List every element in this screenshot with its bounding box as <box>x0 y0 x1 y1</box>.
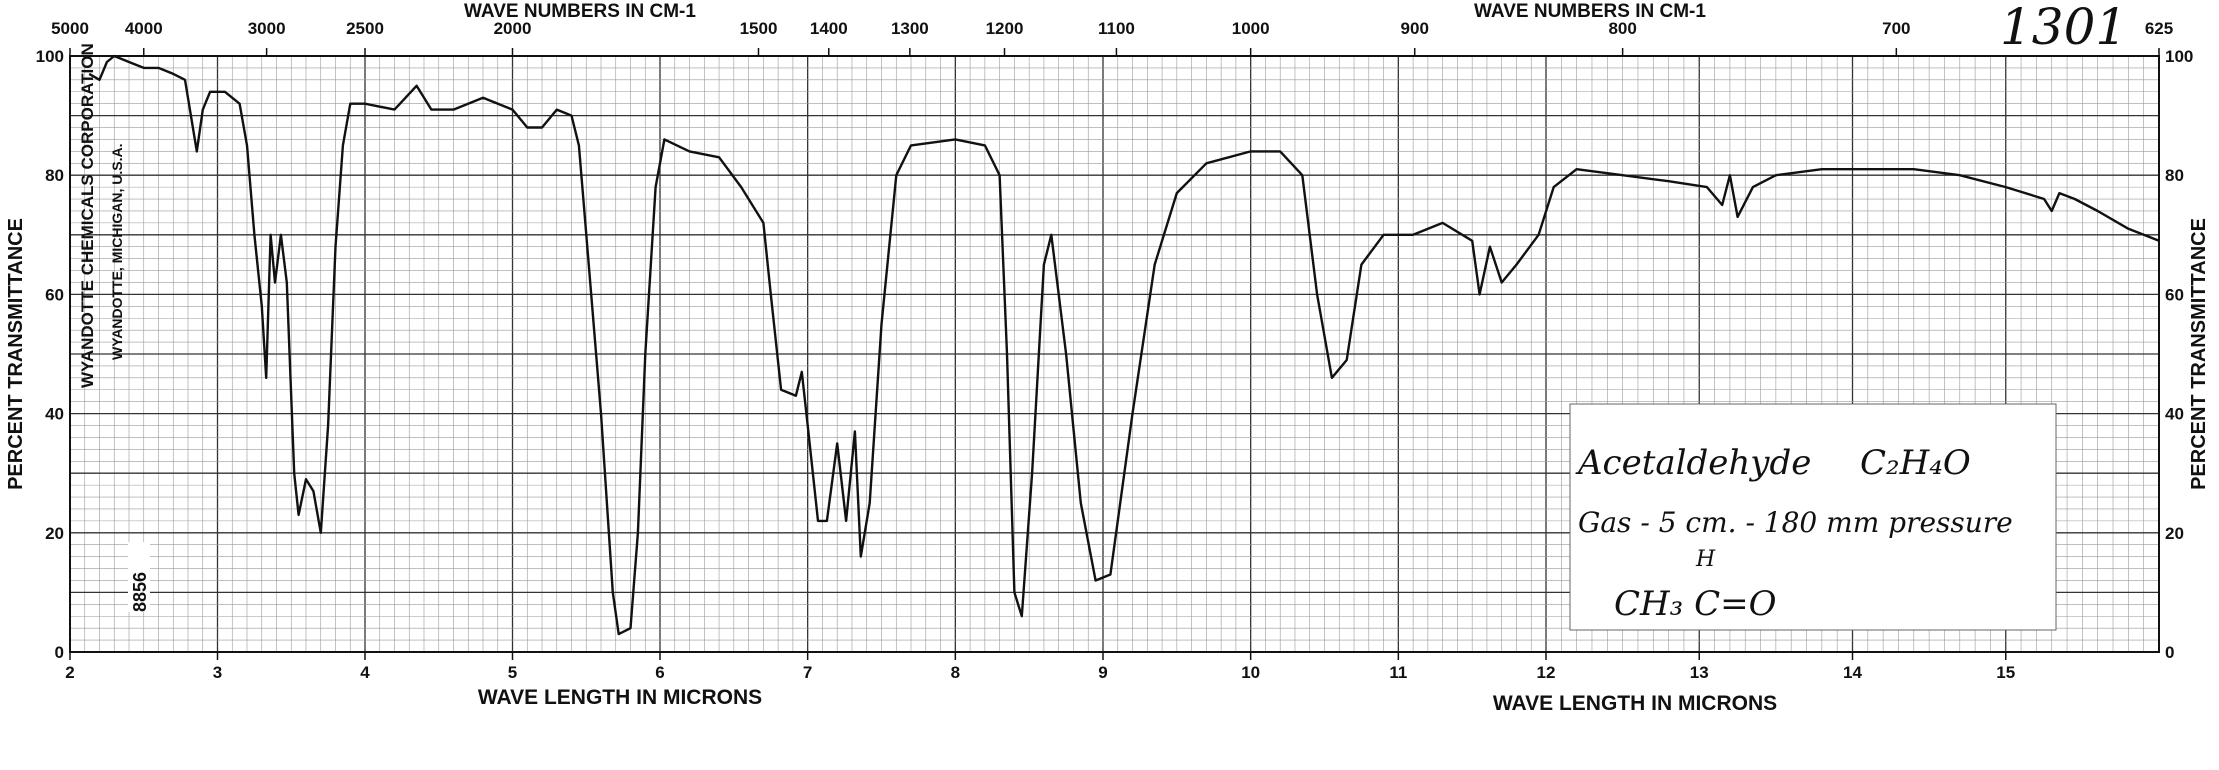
y-tick-label-left: 40 <box>45 405 64 424</box>
y-tick-label-left: 80 <box>45 166 64 185</box>
x-tick-label: 14 <box>1843 663 1862 682</box>
compound-name: Acetaldehyde <box>1575 443 1811 483</box>
transmittance-trace <box>88 54 2160 636</box>
page-number: 1301 <box>2000 0 2127 56</box>
top-axis-label-left: WAVE NUMBERS IN CM-1 <box>464 1 696 22</box>
x-tick-label: 13 <box>1690 663 1709 682</box>
structure-formula: CH₃ C=O <box>1614 584 1777 624</box>
structure-h: H <box>1695 547 1716 572</box>
y-axis-label-right: PERCENT TRANSMITTANCE <box>2188 218 2210 490</box>
top-tick-label: 1400 <box>810 19 848 38</box>
y-tick-label-right: 60 <box>2165 285 2184 304</box>
x-tick-label: 5 <box>508 663 517 682</box>
y-tick-label-left: 20 <box>45 524 64 543</box>
top-tick-label: 1100 <box>1098 19 1135 38</box>
x-tick-label: 3 <box>213 663 222 682</box>
x-tick-label: 7 <box>803 663 812 682</box>
compound-formula: C₂H₄O <box>1860 443 1971 483</box>
top-tick-label: 1200 <box>986 19 1024 38</box>
chart-grid <box>69 55 2160 653</box>
y-tick-label-left: 0 <box>55 643 64 662</box>
top-tick-label: 700 <box>1882 19 1910 38</box>
plot-frame <box>69 55 2160 653</box>
x-tick-label: 6 <box>655 663 664 682</box>
bottom-axis-label-right: WAVE LENGTH IN MICRONS <box>1493 692 1777 715</box>
top-tick-label: 1500 <box>740 19 778 38</box>
y-tick-label-right: 0 <box>2165 643 2174 662</box>
manufacturer-name: WYANDOTTE CHEMICALS CORPORATION <box>78 43 97 388</box>
top-axis-label-right: WAVE NUMBERS IN CM-1 <box>1474 1 1706 22</box>
top-tick-label: 2000 <box>494 19 532 38</box>
y-tick-label-right: 80 <box>2165 166 2184 185</box>
top-tick-label: 1300 <box>891 19 929 38</box>
x-tick-label: 2 <box>65 663 74 682</box>
sample-conditions: Gas - 5 cm. - 180 mm pressure <box>1578 506 2013 539</box>
x-tick-label: 15 <box>1996 663 2015 682</box>
y-tick-label-left: 60 <box>45 285 64 304</box>
y-tick-label-left: 100 <box>36 47 64 66</box>
sample-annotation: Acetaldehyde C₂H₄O Gas - 5 cm. - 180 mm … <box>1569 403 2057 631</box>
top-tick-label: 1000 <box>1232 19 1270 38</box>
x-tick-label: 10 <box>1241 663 1260 682</box>
y-tick-label-right: 20 <box>2165 524 2184 543</box>
x-tick-label: 12 <box>1537 663 1556 682</box>
top-tick-label: 4000 <box>125 19 163 38</box>
y-tick-label-right: 40 <box>2165 405 2184 424</box>
top-tick-label: 2500 <box>346 19 384 38</box>
top-tick-label: 3000 <box>248 19 286 38</box>
manufacturer-stamp: WYANDOTTE CHEMICALS CORPORATION WYANDOTT… <box>78 43 150 612</box>
y-axis-label-left: PERCENT TRANSMITTANCE <box>5 218 27 490</box>
x-tick-label: 11 <box>1389 663 1407 682</box>
top-tick-label: 5000 <box>51 19 89 38</box>
top-tick-label: 625 <box>2145 19 2173 38</box>
x-tick-label: 9 <box>1098 663 1107 682</box>
manufacturer-code: 8856 <box>130 572 150 612</box>
y-tick-label-right: 100 <box>2165 47 2193 66</box>
top-tick-label: 900 <box>1401 19 1429 38</box>
bottom-axis-label-left: WAVE LENGTH IN MICRONS <box>478 686 762 709</box>
top-tick-label: 800 <box>1608 19 1636 38</box>
x-tick-label: 8 <box>951 663 960 682</box>
x-tick-label: 4 <box>360 663 370 682</box>
manufacturer-location: WYANDOTTE, MICHIGAN, U.S.A. <box>109 144 125 361</box>
